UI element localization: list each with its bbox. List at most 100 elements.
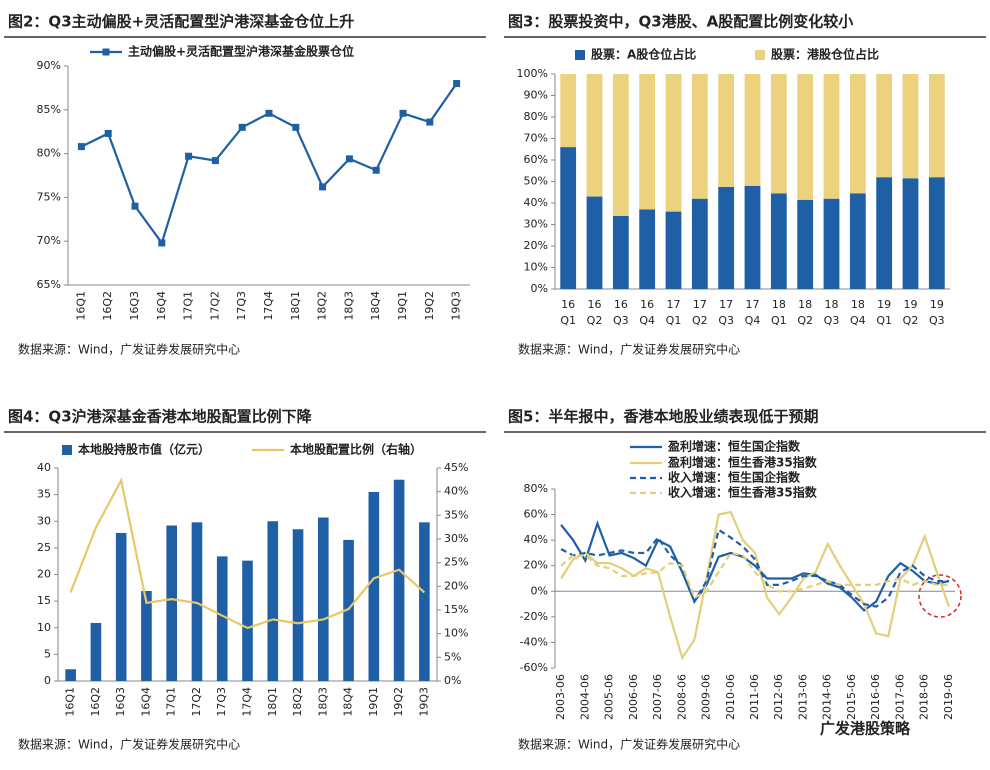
x-tick-label: 2009-06: [700, 674, 713, 720]
legend-label: 本地股持股市值（亿元）: [78, 442, 210, 457]
x-tick-label: 2004-06: [578, 674, 591, 720]
y-tick-label: 80%: [524, 110, 548, 123]
bar-segment: [797, 74, 814, 200]
bar-segment: [902, 74, 919, 179]
point-marker: [211, 157, 219, 165]
x-tick-label: 17Q4: [262, 291, 275, 321]
series-line: [560, 551, 949, 600]
point-marker: [185, 152, 193, 160]
bar-segment: [823, 198, 840, 289]
y-tick-label: 30%: [524, 218, 548, 231]
y-tick-label: 20%: [524, 239, 548, 252]
point-marker: [453, 80, 461, 88]
bar-segment: [928, 177, 945, 289]
y2-tick-label: 30%: [444, 532, 468, 545]
x-tick-label: 19Q1: [367, 687, 380, 717]
y-tick-label: 80%: [524, 482, 548, 495]
y-tick-label: 70%: [37, 234, 61, 247]
bar-segment: [718, 74, 735, 187]
x-tick-label: 18Q3: [342, 291, 355, 321]
point-marker: [238, 123, 246, 131]
bar-segment: [586, 196, 603, 289]
y-tick-label: 0: [44, 674, 51, 687]
bar-segment: [770, 74, 787, 194]
chart-title: 图3：股票投资中，Q3港股、A股配置比例变化较小: [508, 13, 853, 31]
point-marker: [131, 202, 139, 210]
legend-marker: [102, 48, 110, 56]
x-tick-label: 17Q1: [165, 687, 178, 717]
x-tick-label: 19Q1: [396, 291, 409, 321]
y2-tick-label: 45%: [444, 461, 468, 474]
x-tick-label: 16Q1: [74, 291, 87, 321]
chart-title: 图2：Q3主动偏股+灵活配置型沪港深基金仓位上升: [8, 13, 354, 31]
x-tick-label: 16Q3: [114, 687, 127, 717]
y-tick-label: 15: [37, 594, 51, 607]
y-tick-label: 40%: [524, 533, 548, 546]
x-tick-label: 19Q3: [417, 687, 430, 717]
y2-tick-label: 15%: [444, 603, 468, 616]
point-marker: [426, 118, 434, 126]
bar-segment: [586, 74, 603, 197]
y2-tick-label: 20%: [444, 579, 468, 592]
legend-label: 本地股配置比例（右轴）: [290, 442, 422, 457]
y2-tick-label: 40%: [444, 485, 468, 498]
x-tick-label: 2003-06: [554, 674, 567, 720]
y-tick-label: 50%: [524, 175, 548, 188]
x-tick-label: 17Q2: [190, 687, 203, 717]
x-tick-label: 18Q2: [316, 291, 329, 321]
legend-label: 股票：A股仓位占比: [591, 47, 696, 62]
bar: [343, 539, 354, 681]
x-tick-label: 2007-06: [651, 674, 664, 720]
bar-segment: [849, 74, 866, 194]
bar-segment: [560, 74, 577, 148]
point-marker: [104, 129, 112, 137]
x-tick-label: 2006-06: [627, 674, 640, 720]
y-tick-label: 85%: [37, 103, 61, 116]
bar-segment: [928, 74, 945, 178]
y-tick-label: 70%: [524, 132, 548, 145]
series-line: [69, 477, 426, 630]
series-line: [560, 520, 950, 612]
bar: [191, 522, 203, 681]
bar: [242, 560, 253, 681]
legend-label: 主动偏股+灵活配置型沪港深基金股票仓位: [128, 44, 354, 59]
y-tick-label: -40%: [520, 635, 548, 648]
y-tick-label: 10%: [524, 261, 548, 274]
bar-segment: [665, 74, 682, 212]
bar-segment: [797, 199, 814, 289]
bar: [141, 591, 152, 681]
y-tick-label: 20: [37, 568, 51, 581]
chart-title: 图5：半年报中，香港本地股业绩表现低于预期: [508, 408, 818, 426]
legend-label: 股票：港股仓位占比: [771, 47, 879, 62]
x-tick-label: 17Q3: [235, 291, 248, 321]
legend-label: 收入增速：恒生香港35指数: [668, 485, 818, 500]
x-tick-label: 16Q4: [139, 687, 152, 717]
y2-tick-label: 10%: [444, 627, 468, 640]
y-tick-label: -60%: [520, 661, 548, 674]
x-tick-label: 18Q3: [316, 687, 329, 717]
legend-label: 盈利增速：恒生香港35指数: [667, 455, 818, 470]
bar: [368, 491, 380, 681]
y-tick-label: -20%: [520, 610, 548, 623]
highlight-circle: [918, 574, 962, 618]
x-tick-label: 18Q4: [342, 687, 355, 717]
x-tick-label: 17Q4: [241, 687, 254, 717]
x-tick-label: 17Q1: [182, 291, 195, 321]
bar-segment: [744, 74, 761, 186]
series-line: [560, 528, 949, 608]
point-marker: [319, 183, 327, 191]
bar-segment: [849, 193, 866, 289]
x-tick-label: 17Q2: [208, 291, 221, 321]
bar-segment: [770, 193, 787, 289]
x-tick-label: 16Q2: [89, 687, 102, 717]
point-marker: [345, 155, 353, 163]
chart-title: 图4：Q3沪港深基金香港本地股配置比例下降: [8, 408, 313, 426]
